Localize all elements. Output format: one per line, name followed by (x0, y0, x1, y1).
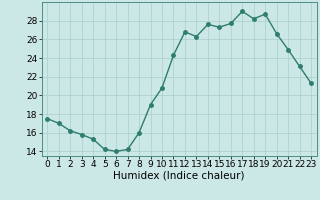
X-axis label: Humidex (Indice chaleur): Humidex (Indice chaleur) (114, 171, 245, 181)
